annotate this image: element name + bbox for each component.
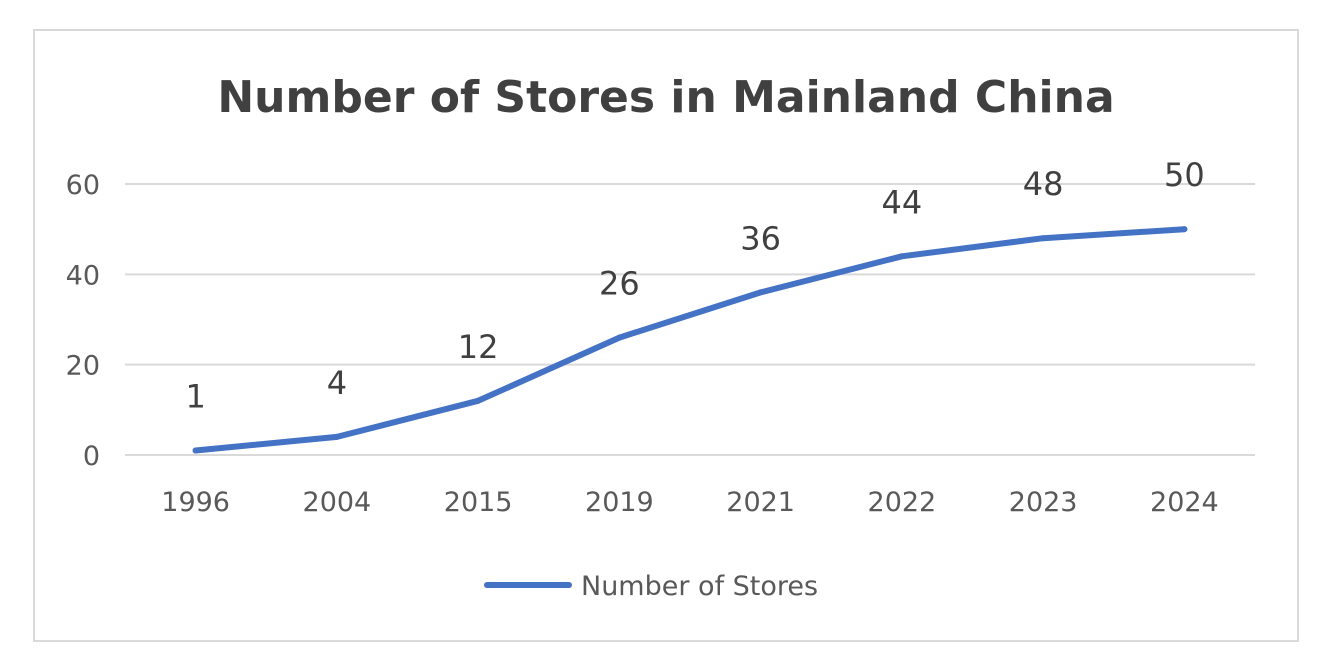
x-tick-label: 1996 xyxy=(161,487,230,518)
data-point xyxy=(1181,226,1188,233)
data-label: 4 xyxy=(327,364,347,402)
data-label: 44 xyxy=(882,183,923,221)
series-layer xyxy=(192,226,1188,454)
data-label: 1 xyxy=(185,377,205,415)
data-point xyxy=(192,447,199,454)
data-point xyxy=(475,397,482,404)
data-labels: 1 4 12 26 36 44 48 50 xyxy=(185,156,1204,415)
data-label: 50 xyxy=(1164,156,1205,194)
x-tick-label: 2024 xyxy=(1150,487,1219,518)
data-point xyxy=(898,253,905,260)
x-axis-ticks: 1996 2004 2015 2019 2021 2022 2023 2024 xyxy=(161,487,1218,518)
chart-frame xyxy=(33,29,1299,642)
gridlines xyxy=(125,183,1255,456)
data-point xyxy=(1040,235,1047,242)
x-tick-label: 2021 xyxy=(726,487,795,518)
x-tick-label: 2023 xyxy=(1009,487,1078,518)
x-tick-label: 2015 xyxy=(444,487,513,518)
data-label: 48 xyxy=(1023,165,1064,203)
legend: Number of Stores xyxy=(484,571,818,602)
y-tick-label: 0 xyxy=(83,441,100,472)
x-tick-label: 2019 xyxy=(585,487,654,518)
data-label: 26 xyxy=(599,265,640,303)
x-tick-label: 2004 xyxy=(303,487,372,518)
data-label: 12 xyxy=(458,328,499,366)
y-tick-label: 20 xyxy=(66,351,100,382)
x-tick-label: 2022 xyxy=(868,487,937,518)
data-label: 36 xyxy=(740,219,781,257)
chart-title: Number of Stores in Mainland China xyxy=(217,72,1114,123)
y-tick-label: 60 xyxy=(66,170,100,201)
y-tick-label: 40 xyxy=(66,260,100,291)
y-axis-ticks: 0 20 40 60 xyxy=(66,170,100,472)
data-point xyxy=(333,433,340,440)
legend-label: Number of Stores xyxy=(581,571,818,602)
data-point xyxy=(757,289,764,296)
data-point xyxy=(616,334,623,341)
series-line-0 xyxy=(192,226,1188,454)
